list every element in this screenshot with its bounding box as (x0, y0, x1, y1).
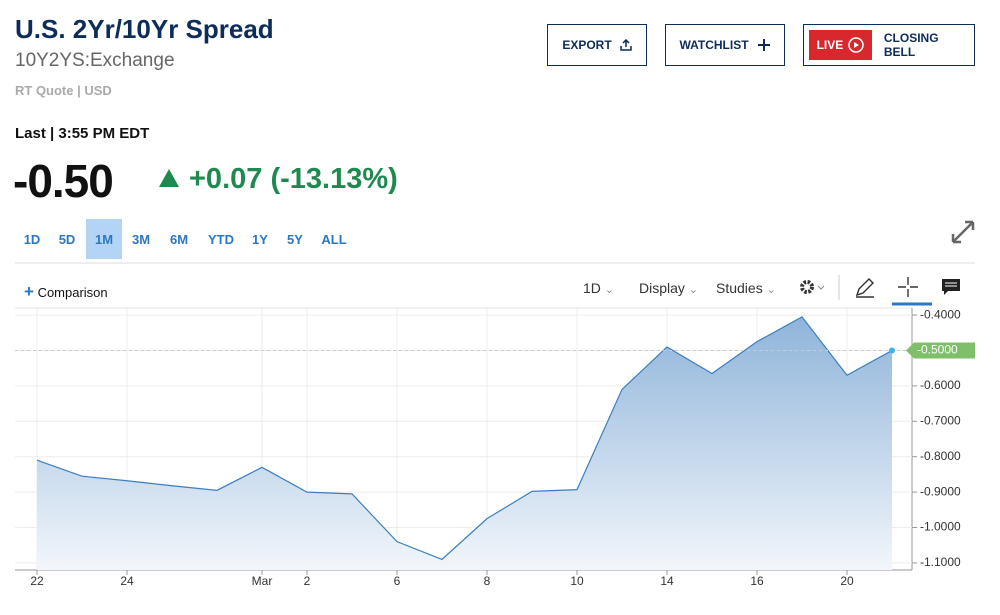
closing-bell-button[interactable]: LIVE CLOSING BELL (803, 24, 975, 66)
change-percent: (-13.13%) (270, 163, 398, 195)
expand-icon[interactable] (950, 219, 976, 245)
x-tick-label: 24 (120, 574, 134, 588)
range-button[interactable]: ALL (321, 231, 347, 247)
y-tick-label: -1.0000 (920, 520, 961, 534)
x-tick-label: 6 (394, 574, 401, 588)
y-tick-label: -0.9000 (920, 484, 961, 498)
interval-label: 1D (583, 280, 601, 296)
interval-menu[interactable]: 1D ⌄ (583, 280, 615, 296)
draw-icon[interactable] (854, 276, 876, 298)
x-tick-label: 8 (484, 574, 491, 588)
x-tick-label: 10 (570, 574, 584, 588)
y-tick-label: -0.6000 (920, 378, 961, 392)
crosshair-icon[interactable] (897, 276, 919, 298)
live-badge: LIVE (809, 30, 872, 60)
change: +0.07 (-13.13%) (189, 163, 398, 196)
range-button[interactable]: 3M (131, 231, 151, 247)
studies-menu[interactable]: Studies ⌄ (716, 280, 776, 296)
play-icon (848, 37, 865, 53)
settings-icon[interactable] (798, 278, 828, 296)
y-tick-label: -0.8000 (920, 449, 961, 463)
x-tick-label: 14 (660, 574, 674, 588)
range-button[interactable]: 5Y (287, 231, 303, 247)
x-tick-label: 16 (750, 574, 764, 588)
display-label: Display (639, 280, 685, 296)
last-point (889, 347, 895, 354)
watchlist-label: WATCHLIST (679, 38, 749, 52)
symbol: 10Y2YS:Exchange (15, 50, 175, 71)
range-button[interactable]: YTD (208, 231, 234, 247)
line (36, 316, 893, 561)
plus-icon (757, 39, 770, 51)
up-arrow (159, 169, 179, 187)
range-button[interactable]: 1D (23, 231, 41, 247)
title: U.S. 2Yr/10Yr Spread (15, 14, 274, 44)
quote-note: RT Quote | USD (15, 83, 112, 98)
last-time: Last | 3:55 PM EDT (15, 125, 150, 142)
x-tick-label: Mar (252, 574, 273, 588)
export-button[interactable]: EXPORT (547, 24, 647, 66)
last-value-label: -0.5000 (917, 343, 958, 357)
range-button[interactable]: 6M (169, 231, 189, 247)
comment-icon[interactable] (940, 276, 962, 298)
comparison-button[interactable]: + Comparison (24, 282, 108, 301)
export-label: EXPORT (562, 38, 612, 52)
range-button[interactable]: 1Y (252, 231, 268, 247)
last-value-tag (906, 342, 975, 359)
change-value: +0.07 (189, 163, 263, 195)
closing-bell-label: CLOSING BELL (883, 31, 939, 59)
area (37, 316, 892, 570)
x-tick-label: 2 (304, 574, 311, 588)
y-tick-label: -0.7000 (920, 413, 961, 427)
studies-label: Studies (716, 280, 763, 296)
x-tick-label: 20 (840, 574, 854, 588)
export-icon (619, 39, 632, 51)
range-button[interactable]: 5D (58, 231, 76, 247)
comparison-label: Comparison (37, 285, 108, 300)
y-tick-label: -0.4000 (920, 307, 961, 321)
range-button[interactable]: 1M (86, 219, 122, 259)
y-tick-label: -1.1000 (920, 555, 961, 569)
x-tick-label: 22 (30, 574, 44, 588)
price: -0.50 (13, 155, 114, 207)
watchlist-button[interactable]: WATCHLIST (665, 24, 785, 66)
live-label: LIVE (816, 38, 844, 52)
display-menu[interactable]: Display ⌄ (639, 280, 699, 296)
